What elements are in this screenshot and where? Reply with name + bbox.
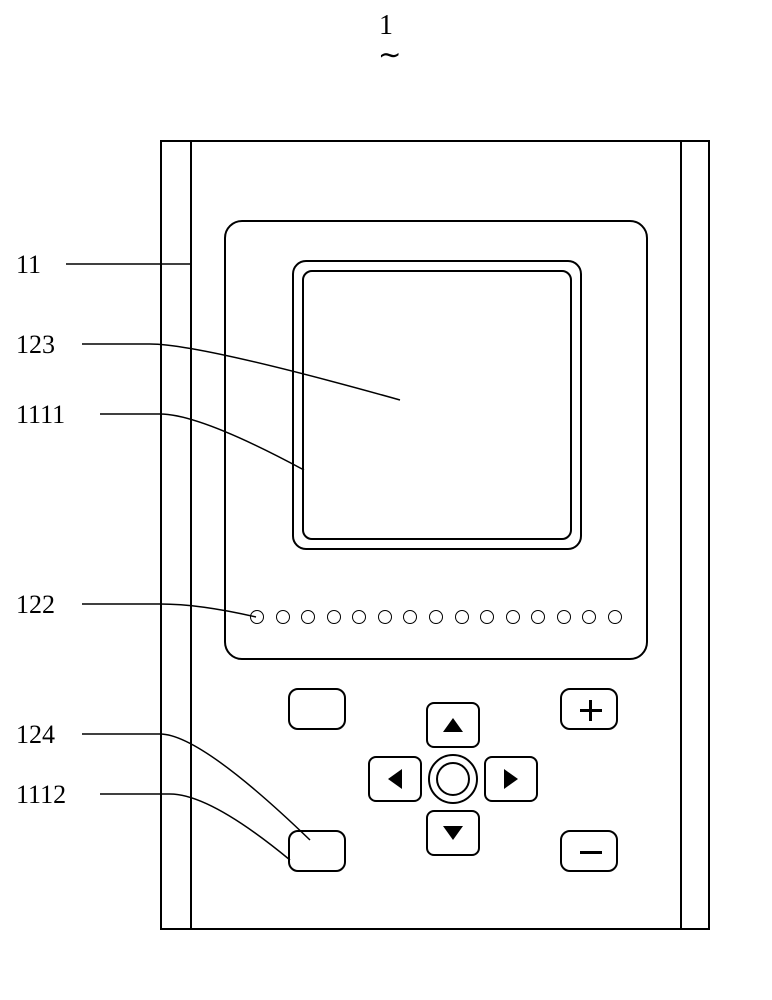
ref-1111: 1111: [16, 400, 65, 430]
housing-groove-left: [190, 140, 192, 930]
arrow-right-icon: [504, 769, 518, 789]
dpad-up-button[interactable]: [426, 702, 480, 748]
led-indicator: [327, 610, 341, 624]
led-indicator: [531, 610, 545, 624]
ref-124: 124: [16, 720, 55, 750]
dpad-right-button[interactable]: [484, 756, 538, 802]
led-indicator: [506, 610, 520, 624]
housing-groove-right: [680, 140, 682, 930]
minus-button[interactable]: [560, 830, 618, 872]
dpad-center-inner: [436, 762, 470, 796]
ref-122: 122: [16, 590, 55, 620]
plus-icon: [589, 700, 592, 721]
led-indicator: [403, 610, 417, 624]
dpad-center-button[interactable]: [428, 754, 478, 804]
ref-11: 11: [16, 250, 41, 280]
minus-icon: [580, 851, 602, 854]
led-indicator: [582, 610, 596, 624]
dpad-left-button[interactable]: [368, 756, 422, 802]
arrow-left-icon: [388, 769, 402, 789]
led-indicator: [455, 610, 469, 624]
led-indicator: [352, 610, 366, 624]
led-indicator: [608, 610, 622, 624]
led-indicator: [480, 610, 494, 624]
led-indicator: [557, 610, 571, 624]
screen: [302, 270, 572, 540]
ref-1112: 1112: [16, 780, 66, 810]
led-indicator: [301, 610, 315, 624]
led-indicator: [276, 610, 290, 624]
soft-button-bottom-left[interactable]: [288, 830, 346, 872]
ref-123: 123: [16, 330, 55, 360]
arrow-up-icon: [443, 718, 463, 732]
led-indicator: [429, 610, 443, 624]
led-indicator: [378, 610, 392, 624]
dpad-down-button[interactable]: [426, 810, 480, 856]
soft-button-top-left[interactable]: [288, 688, 346, 730]
figure-tilde: ∼: [378, 38, 401, 72]
led-indicator-row: [250, 610, 622, 624]
led-indicator: [250, 610, 264, 624]
arrow-down-icon: [443, 826, 463, 840]
plus-button[interactable]: [560, 688, 618, 730]
